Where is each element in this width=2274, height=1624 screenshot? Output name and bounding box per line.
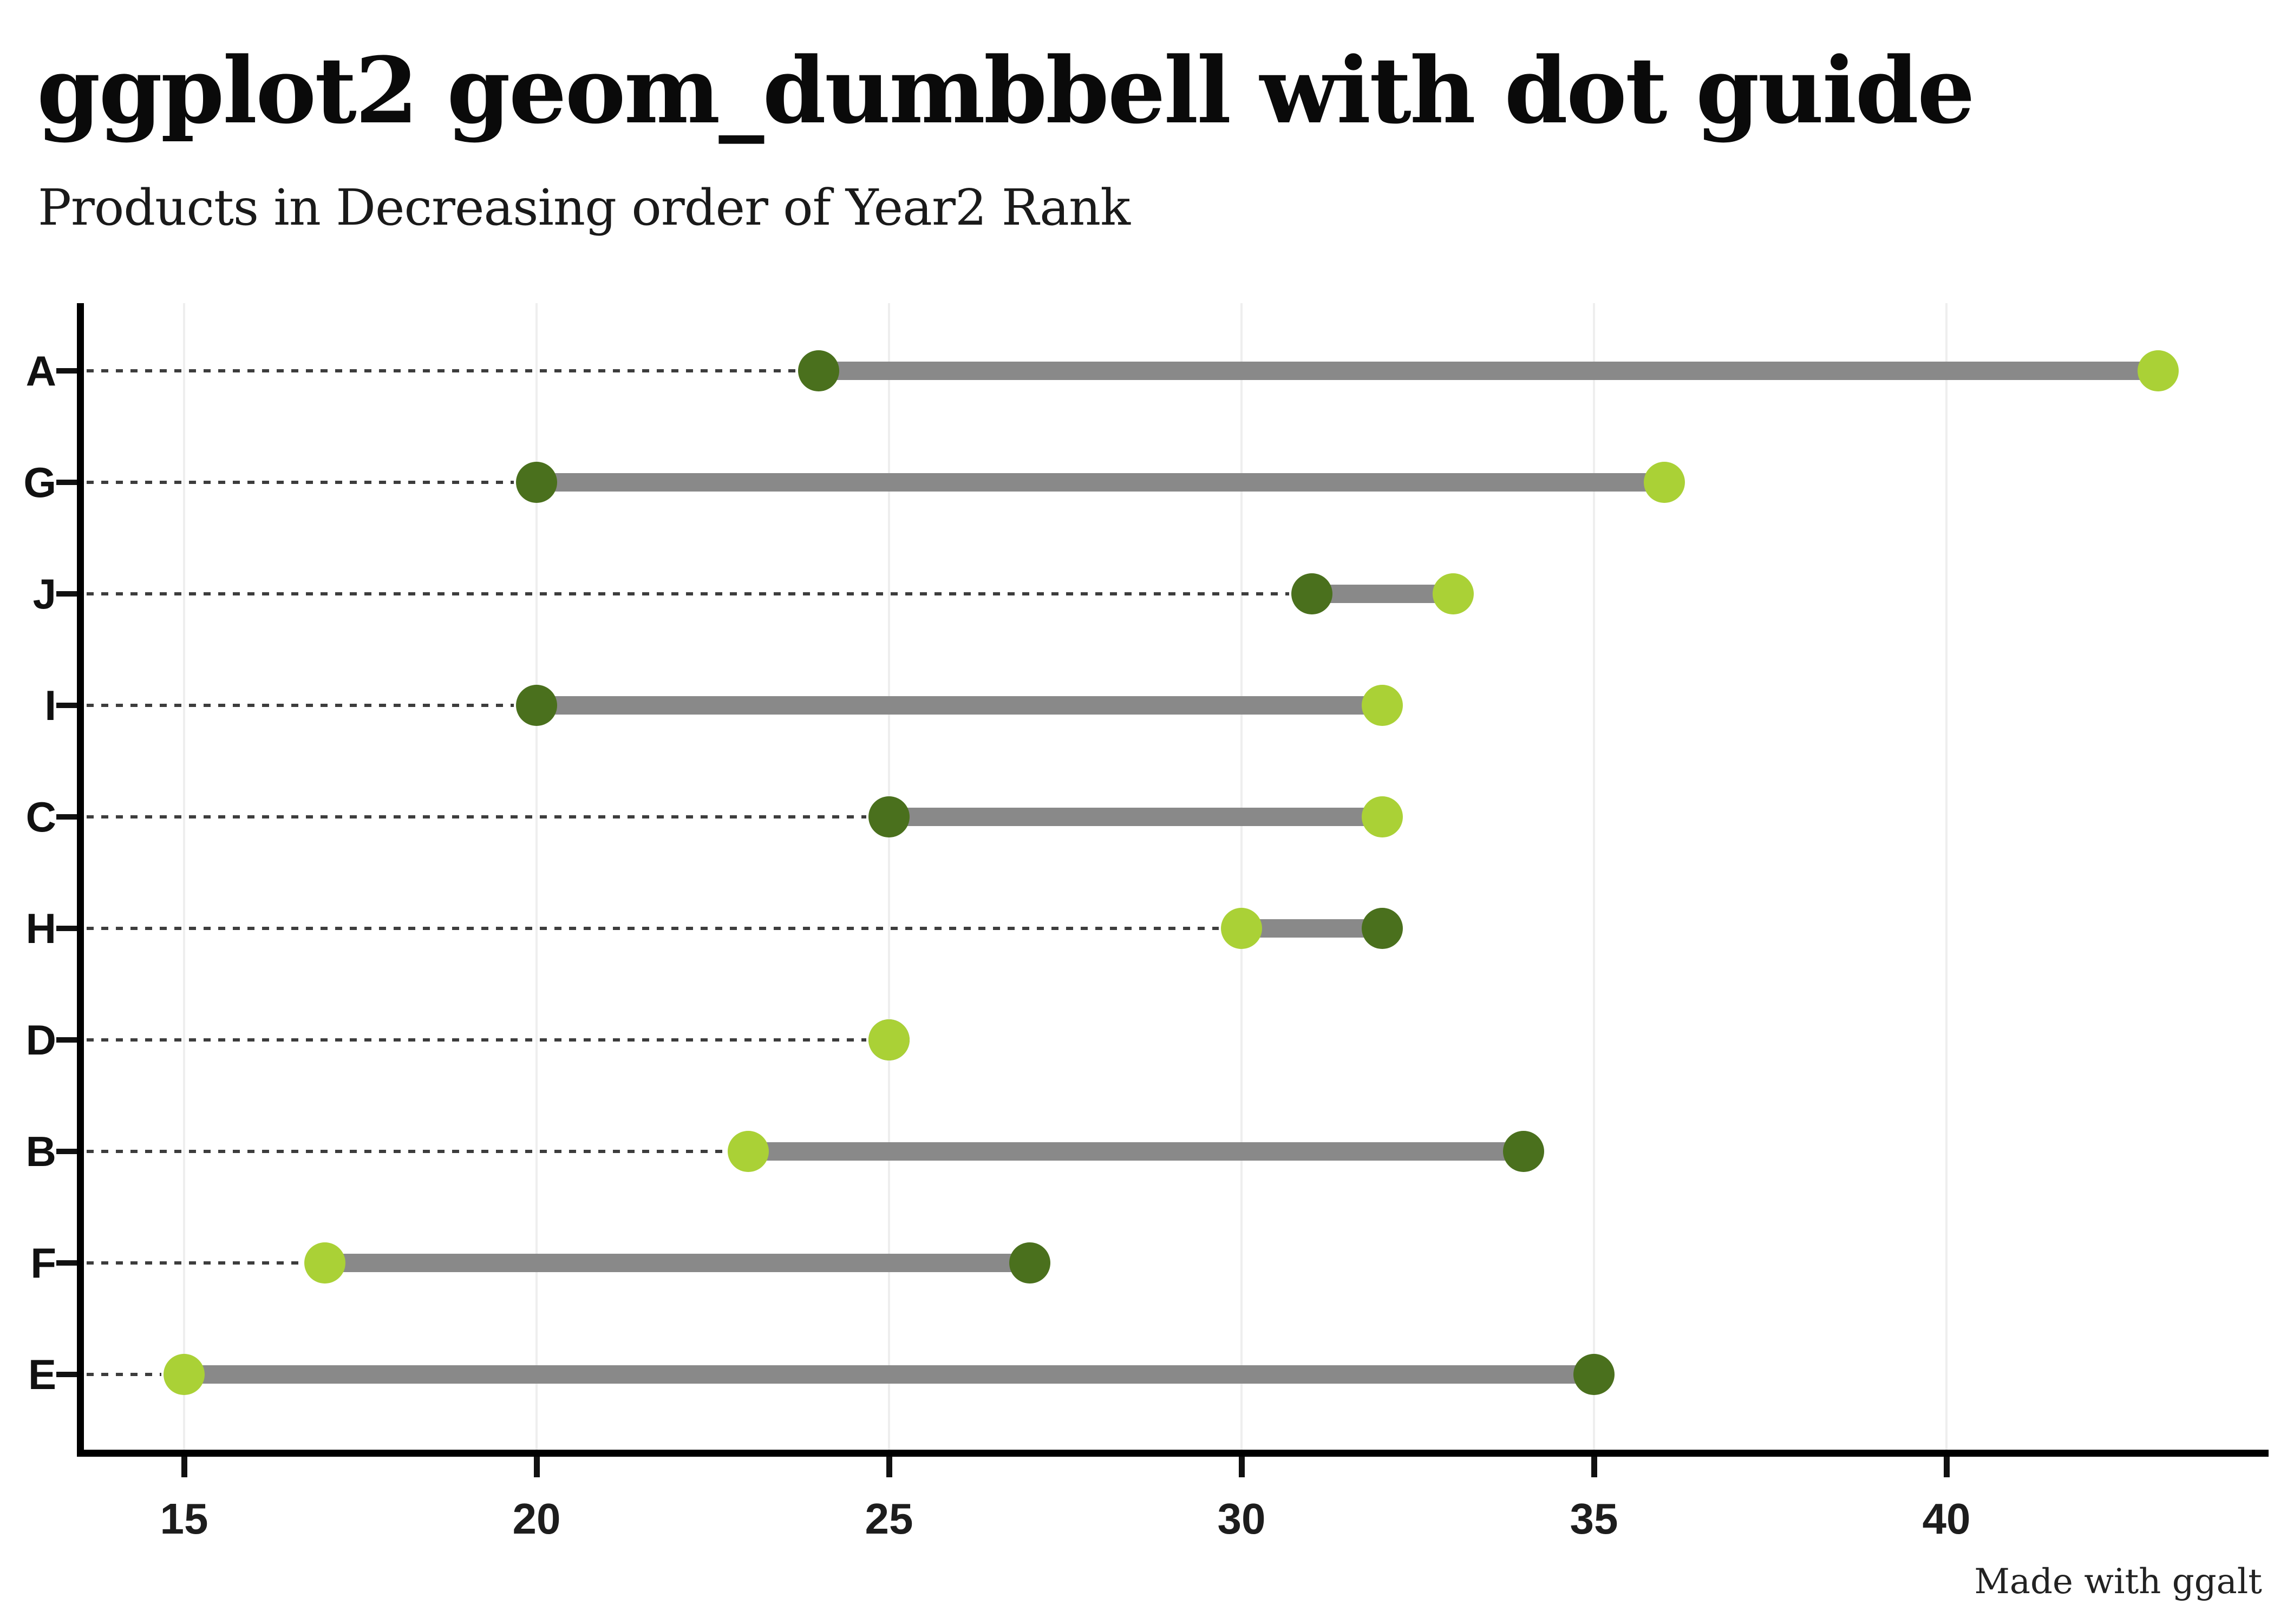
y-tick-G: [56, 480, 77, 485]
dot-guide-E: [87, 1373, 162, 1376]
point-year2-C: [1362, 796, 1403, 837]
gridline-x-15: [183, 303, 186, 1450]
point-year2-B: [727, 1131, 769, 1172]
plot-panel: [83, 303, 2263, 1450]
y-tick-H: [56, 926, 77, 931]
connector-bar-C: [889, 808, 1383, 826]
y-tick-D: [56, 1037, 77, 1043]
point-year1-F: [1009, 1242, 1051, 1284]
point-year1-I: [516, 685, 558, 726]
y-axis-label-C: C: [25, 793, 56, 841]
connector-bar-G: [537, 473, 1665, 492]
dot-guide-C: [87, 815, 867, 818]
point-year2-H: [1221, 908, 1263, 949]
y-axis-label-F: F: [30, 1239, 56, 1287]
connector-bar-A: [818, 362, 2158, 380]
y-axis-label-E: E: [28, 1351, 56, 1398]
x-axis-label-15: 15: [160, 1495, 208, 1543]
gridline-x-35: [1593, 303, 1596, 1450]
x-tick-35: [1591, 1457, 1598, 1477]
dot-guide-A: [87, 369, 796, 372]
x-tick-25: [886, 1457, 893, 1477]
point-year2-J: [1432, 573, 1474, 614]
point-year1-H: [1362, 908, 1403, 949]
connector-bar-B: [748, 1142, 1524, 1161]
y-axis-label-I: I: [44, 682, 56, 729]
x-axis-label-25: 25: [865, 1495, 913, 1543]
connector-bar-J: [1312, 585, 1453, 603]
dot-guide-H: [87, 927, 1219, 930]
x-axis-line: [77, 1450, 2269, 1457]
dot-guide-F: [87, 1261, 303, 1265]
y-axis-label-G: G: [23, 459, 56, 506]
point-year1-E: [1573, 1354, 1615, 1395]
point-year2-E: [164, 1354, 205, 1395]
point-year1-G: [516, 462, 558, 503]
point-year2-G: [1644, 462, 1685, 503]
point-year2-A: [2137, 350, 2179, 391]
point-year1-C: [868, 796, 910, 837]
y-tick-A: [56, 368, 77, 374]
gridline-x-40: [1945, 303, 1948, 1450]
dot-guide-B: [87, 1150, 726, 1153]
x-axis-label-35: 35: [1570, 1495, 1618, 1543]
y-axis-label-B: B: [25, 1128, 56, 1175]
connector-bar-H: [1241, 919, 1383, 938]
x-tick-30: [1239, 1457, 1245, 1477]
gridline-x-25: [888, 303, 891, 1450]
dot-guide-G: [87, 481, 514, 484]
dot-guide-J: [87, 592, 1290, 595]
y-tick-F: [56, 1260, 77, 1266]
point-year2-D: [868, 1019, 910, 1060]
point-year1-J: [1291, 573, 1333, 614]
chart-subtitle: Products in Decreasing order of Year2 Ra…: [38, 179, 1131, 237]
y-axis-label-A: A: [25, 347, 56, 395]
x-tick-15: [181, 1457, 188, 1477]
gridline-x-30: [1240, 303, 1243, 1450]
dot-guide-D: [87, 1038, 867, 1042]
point-year1-B: [1502, 1131, 1544, 1172]
y-tick-B: [56, 1149, 77, 1154]
chart-title: ggplot2 geom_dumbbell with dot guide: [37, 37, 1975, 144]
y-axis-label-D: D: [25, 1016, 56, 1064]
y-axis-line: [77, 303, 84, 1450]
x-axis-label-40: 40: [1922, 1495, 1971, 1543]
connector-bar-I: [537, 696, 1383, 715]
gridline-x-20: [535, 303, 538, 1450]
y-tick-I: [56, 703, 77, 708]
connector-bar-F: [325, 1254, 1030, 1272]
y-axis-label-J: J: [32, 570, 56, 618]
connector-bar-E: [184, 1365, 1595, 1384]
x-axis-label-20: 20: [512, 1495, 561, 1543]
y-tick-E: [56, 1372, 77, 1377]
y-tick-C: [56, 814, 77, 820]
x-tick-20: [534, 1457, 540, 1477]
x-axis-label-30: 30: [1217, 1495, 1266, 1543]
chart-caption: Made with ggalt: [1974, 1562, 2262, 1602]
x-tick-40: [1944, 1457, 1950, 1477]
y-tick-J: [56, 591, 77, 597]
point-year1-A: [798, 350, 839, 391]
point-year2-I: [1362, 685, 1403, 726]
dot-guide-I: [87, 704, 514, 707]
point-year2-F: [304, 1242, 346, 1284]
y-axis-label-H: H: [25, 905, 56, 952]
